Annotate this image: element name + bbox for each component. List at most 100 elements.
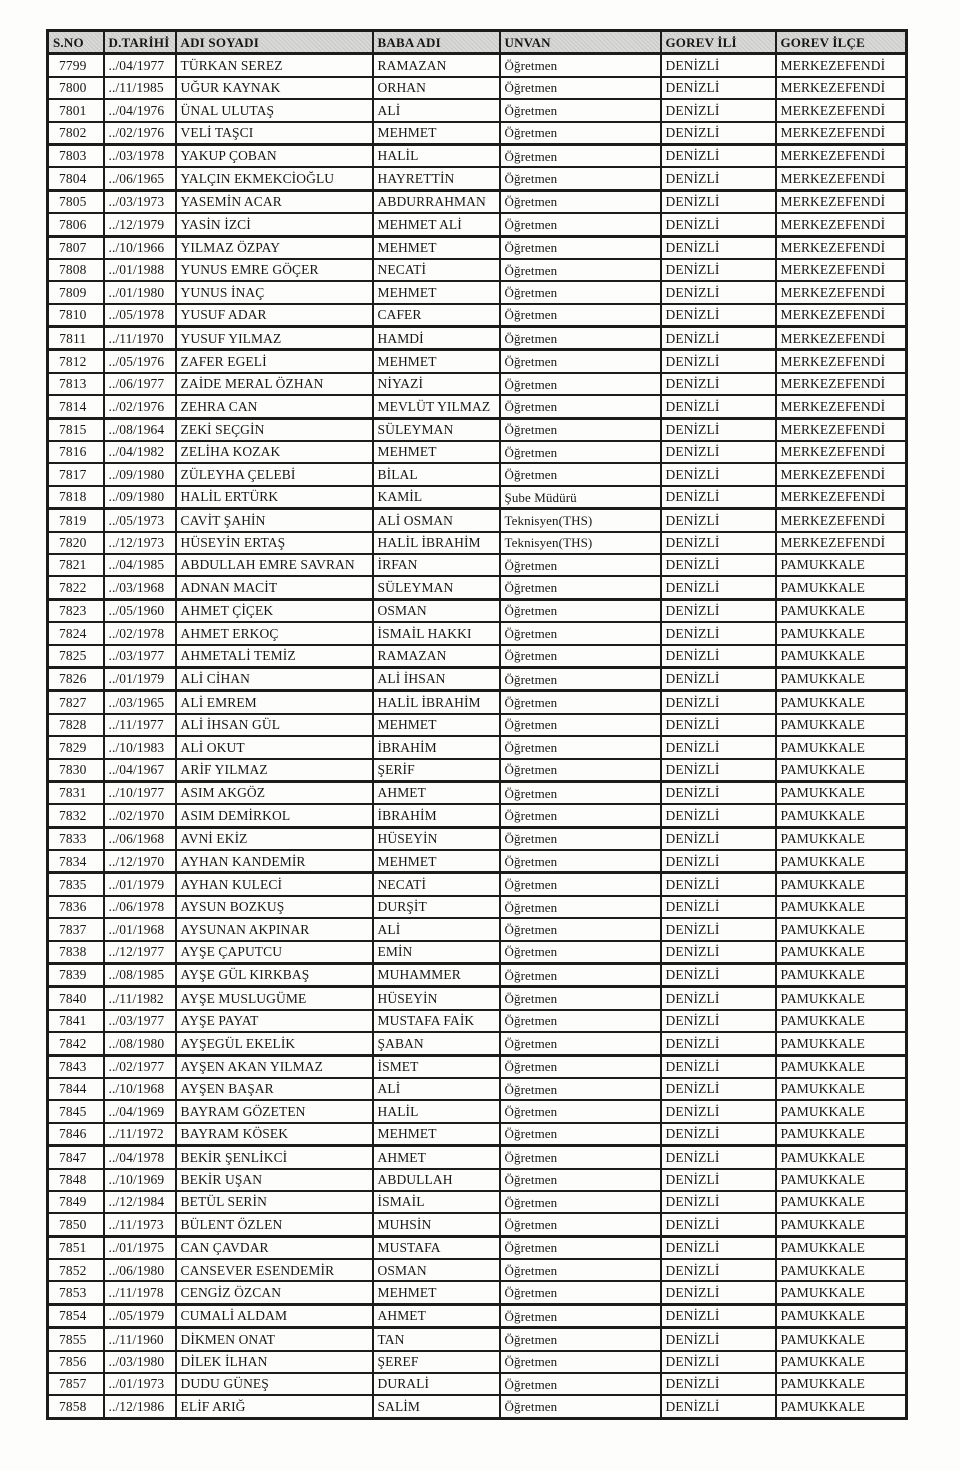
cell-birth-date: ../01/1980 — [102, 280, 177, 305]
cell-sno: 7815 — [46, 417, 105, 443]
cell-sno: 7844 — [46, 1076, 105, 1102]
cell-title: Öğretmen — [498, 417, 662, 443]
cell-birth-date: ../05/1979 — [102, 1302, 177, 1330]
cell-sno: 7851 — [46, 1235, 105, 1261]
table-row: 7838 ../12/1977 AYŞE ÇAPUTCU EMİN Öğretmen DE… — [46, 939, 908, 966]
table-row: 7856 ../03/1980 DİLEK İLHAN ŞEREF Öğretmen DE… — [46, 1349, 908, 1375]
table-header-row: S.NO D.TARİHİ ADI SOYADI BABA ADI UNVAN GOREV… — [46, 29, 908, 56]
cell-province: DENİZLİ — [659, 871, 777, 897]
cell-full-name: BÜLENT ÖZLEN — [174, 1212, 374, 1238]
cell-title: Öğretmen — [498, 462, 662, 487]
cell-district: PAMUKKALE — [774, 985, 908, 1011]
cell-title: Öğretmen — [498, 757, 662, 783]
cell-father-name: ALİ — [371, 917, 501, 942]
cell-father-name: AHMET — [371, 1144, 501, 1170]
table-row: 7829 ../10/1983 ALİ OKUT İBRAHİM Öğretmen DEN… — [46, 735, 908, 760]
cell-province: DENİZLİ — [659, 188, 777, 215]
cell-district: PAMUKKALE — [774, 803, 908, 829]
table-row: 7834 ../12/1970 AYHAN KANDEMİR MEHMET Öğretm… — [46, 849, 908, 875]
cell-sno: 7814 — [46, 394, 105, 420]
cell-province: DENİZLİ — [659, 417, 777, 443]
cell-full-name: YASİN İZCİ — [174, 212, 374, 238]
cell-birth-date: ../09/1980 — [102, 484, 177, 511]
table-row: 7814 ../02/1976 ZEHRA CAN MEVLÜT YILMAZ Öğre… — [46, 394, 908, 420]
cell-district: MERKEZEFENDİ — [774, 235, 908, 260]
cell-full-name: YUSUF YILMAZ — [174, 325, 374, 351]
cell-full-name: AYHAN KULECİ — [174, 871, 374, 897]
cell-sno: 7818 — [46, 484, 105, 511]
cell-province: DENİZLİ — [659, 552, 777, 578]
cell-father-name: NECATİ — [371, 257, 501, 283]
cell-birth-date: ../10/1968 — [102, 1076, 177, 1102]
table-row: 7808 ../01/1988 YUNUS EMRE GÖÇER NECATİ Öğre… — [46, 257, 908, 283]
cell-full-name: AYSUNAN AKPINAR — [174, 917, 374, 942]
cell-district: PAMUKKALE — [774, 780, 908, 806]
cell-father-name: AHMET — [371, 1302, 501, 1330]
cell-province: DENİZLİ — [659, 735, 777, 760]
cell-title: Öğretmen — [498, 166, 662, 192]
cell-title: Şube Müdürü — [498, 484, 662, 511]
cell-district: MERKEZEFENDİ — [774, 120, 908, 146]
cell-district: PAMUKKALE — [774, 939, 908, 966]
cell-title: Öğretmen — [498, 280, 662, 305]
cell-father-name: ALİ OSMAN — [371, 507, 501, 533]
cell-birth-date: ../06/1980 — [102, 1258, 177, 1283]
cell-birth-date: ../02/1977 — [102, 1054, 177, 1079]
table-row: 7839 ../08/1985 AYŞE GÜL KIRKBAŞ MUHAMMER Öğ… — [46, 962, 908, 988]
cell-full-name: ZÜLEYHA ÇELEBİ — [174, 462, 374, 487]
table-row: 7854 ../05/1979 CUMALİ ALDAM AHMET Öğretmen D… — [46, 1302, 908, 1330]
cell-father-name: EMİN — [371, 939, 501, 966]
cell-sno: 7804 — [46, 166, 105, 192]
cell-sno: 7857 — [46, 1372, 105, 1397]
cell-province: DENİZLİ — [659, 1008, 777, 1034]
cell-birth-date: ../05/1978 — [102, 302, 177, 329]
table-row: 7833 ../06/1968 AVNİ EKİZ HÜSEYİN Öğretmen DE… — [46, 825, 908, 852]
table-row: 7813 ../06/1977 ZAİDE MERAL ÖZHAN NİYAZİ Öğr… — [46, 371, 908, 397]
cell-father-name: MUSTAFA — [371, 1235, 501, 1261]
cell-birth-date: ../03/1965 — [102, 689, 177, 715]
cell-sno: 7856 — [46, 1349, 105, 1375]
cell-birth-date: ../10/1977 — [102, 780, 177, 806]
cell-district: MERKEZEFENDİ — [774, 507, 908, 533]
cell-sno: 7801 — [46, 98, 105, 123]
cell-full-name: YAKUP ÇOBAN — [174, 143, 374, 169]
cell-title: Öğretmen — [498, 257, 662, 283]
cell-title: Öğretmen — [498, 75, 662, 101]
cell-birth-date: ../03/1977 — [102, 1008, 177, 1034]
cell-district: MERKEZEFENDİ — [774, 394, 908, 420]
cell-district: MERKEZEFENDİ — [774, 440, 908, 465]
cell-full-name: ELİF ARIĞ — [174, 1394, 374, 1420]
cell-sno: 7842 — [46, 1031, 105, 1057]
table-row: 7810 ../05/1978 YUSUF ADAR CAFER Öğretmen DEN… — [46, 302, 908, 329]
cell-birth-date: ../04/1967 — [102, 757, 177, 783]
cell-district: PAMUKKALE — [774, 825, 908, 852]
cell-full-name: AYŞE MUSLUGÜME — [174, 985, 374, 1011]
cell-birth-date: ../11/1977 — [102, 712, 177, 738]
table-row: 7822 ../03/1968 ADNAN MACİT SÜLEYMAN Öğretme… — [46, 575, 908, 601]
cell-full-name: AYŞE PAYAT — [174, 1008, 374, 1034]
cell-district: PAMUKKALE — [774, 1099, 908, 1124]
cell-province: DENİZLİ — [659, 98, 777, 123]
cell-district: PAMUKKALE — [774, 1076, 908, 1102]
cell-sno: 7852 — [46, 1258, 105, 1283]
cell-province: DENİZLİ — [659, 325, 777, 351]
cell-sno: 7800 — [46, 75, 105, 101]
cell-title: Öğretmen — [498, 1302, 662, 1330]
cell-province: DENİZLİ — [659, 825, 777, 852]
cell-father-name: MEVLÜT YILMAZ — [371, 394, 501, 420]
cell-province: DENİZLİ — [659, 780, 777, 806]
cell-birth-date: ../06/1977 — [102, 371, 177, 397]
cell-full-name: AYHAN KANDEMİR — [174, 849, 374, 875]
cell-title: Öğretmen — [498, 575, 662, 601]
cell-birth-date: ../01/1968 — [102, 917, 177, 942]
cell-title: Öğretmen — [498, 371, 662, 397]
cell-father-name: BİLAL — [371, 462, 501, 487]
cell-title: Öğretmen — [498, 302, 662, 329]
table-row: 7846 ../11/1972 BAYRAM KÖSEK MEHMET Öğretmen… — [46, 1121, 908, 1148]
table-row: 7830 ../04/1967 ARİF YILMAZ ŞERİF Öğretmen DE… — [46, 757, 908, 783]
cell-province: DENİZLİ — [659, 1349, 777, 1375]
cell-full-name: YUSUF ADAR — [174, 302, 374, 329]
cell-full-name: HÜSEYİN ERTAŞ — [174, 530, 374, 556]
cell-father-name: DURŞİT — [371, 894, 501, 920]
table-row: 7819 ../05/1973 CAVİT ŞAHİN ALİ OSMAN Teknis… — [46, 507, 908, 533]
